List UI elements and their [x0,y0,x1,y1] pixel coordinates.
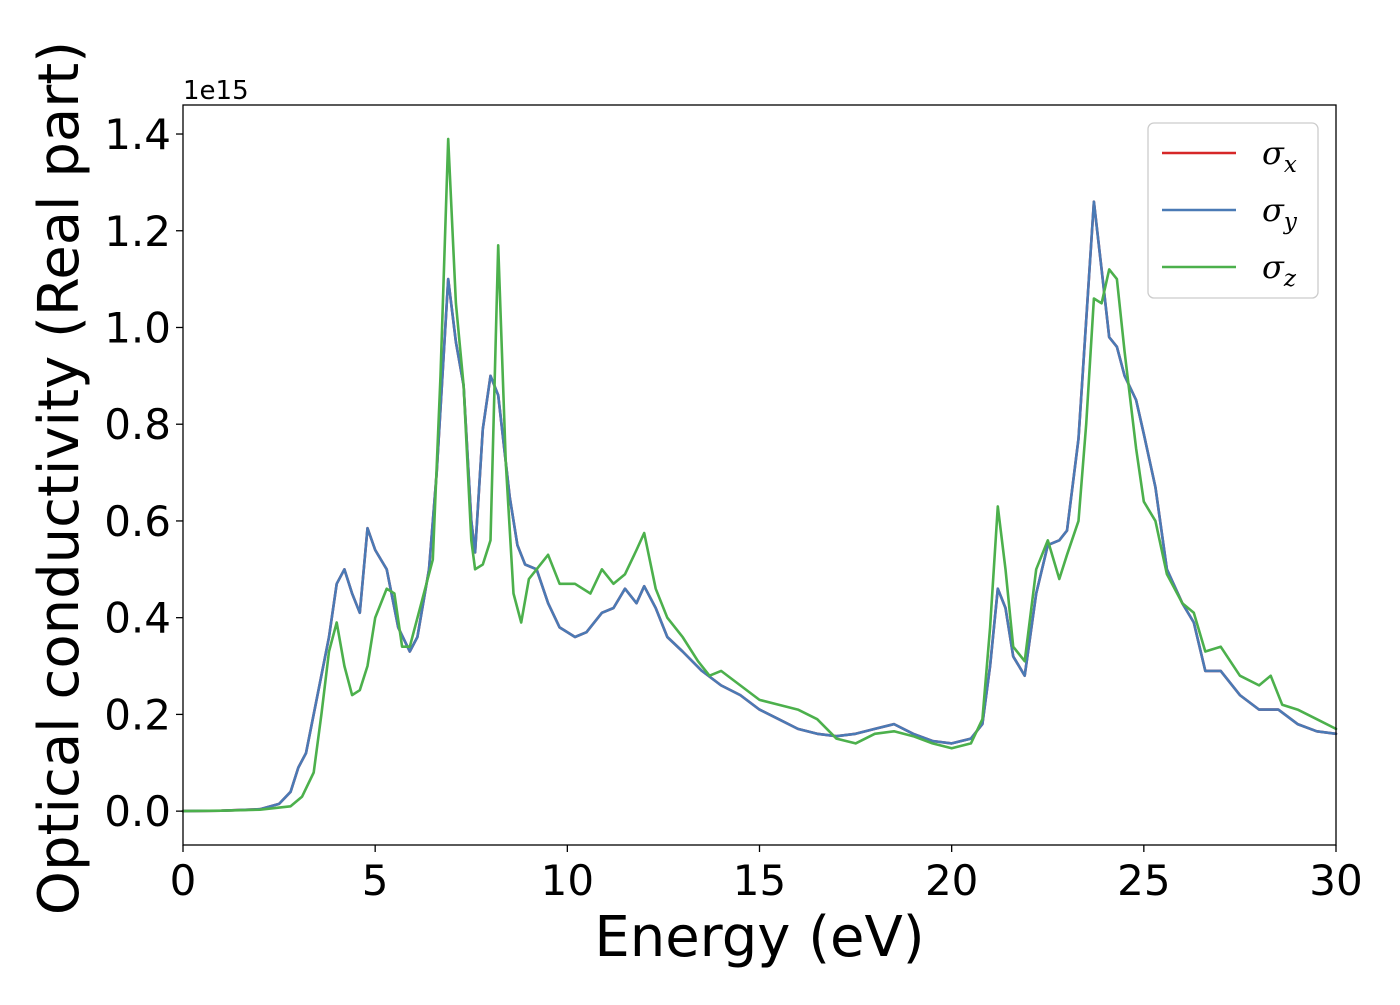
y-axis-title: Optical conductivity (Real part) [27,41,92,915]
series-line-y [181,200,1338,813]
x-axis-ticks: 0 5 10 15 20 25 30 [170,845,1363,905]
x-tick-label: 30 [1309,856,1362,905]
legend-label-z: σz [1262,248,1297,292]
legend-label-x: σx [1262,134,1297,178]
x-tick-label: 10 [541,856,594,905]
y-tick-label: 1.4 [104,110,171,159]
x-axis-title: Energy (eV) [594,905,924,970]
x-tick-label: 15 [733,856,786,905]
y-tick-label: 0.8 [104,400,171,449]
y-tick-label: 0.6 [104,497,171,546]
x-tick-label: 25 [1117,856,1170,905]
y-tick-label: 0.0 [104,787,171,836]
series-layer [181,137,1338,813]
y-tick-label: 0.2 [104,690,171,739]
x-tick-label: 5 [362,856,389,905]
y-offset-label: 1e15 [183,76,249,106]
x-tick-label: 0 [170,856,197,905]
series-line-z [181,137,1338,813]
y-tick-label: 1.0 [104,303,171,352]
legend-label-y: σy [1262,191,1298,235]
legend: σx σy σz [1147,122,1319,299]
x-tick-label: 20 [925,856,978,905]
y-tick-label: 0.4 [104,594,171,643]
y-axis-ticks: 0.0 0.2 0.4 0.6 0.8 1.0 1.2 1.4 [104,110,183,836]
y-tick-label: 1.2 [104,207,171,256]
